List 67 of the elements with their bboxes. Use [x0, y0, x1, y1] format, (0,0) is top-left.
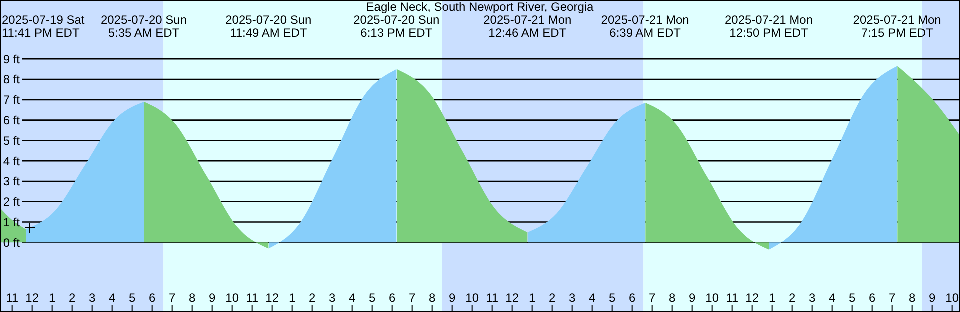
annotation: 2025-07-21 Mon 12:50 PM EDT — [724, 13, 814, 40]
x-tick-label: 12 — [506, 291, 520, 305]
x-tick-label: 9 — [208, 291, 216, 305]
x-tick-label: 7 — [168, 291, 176, 305]
x-tick-label: 3 — [328, 291, 336, 305]
y-tick-label: 3 ft — [3, 174, 21, 189]
y-tick-label: 5 ft — [3, 134, 21, 148]
x-tick-label: 11 — [246, 291, 259, 305]
x-tick-label: 7 — [888, 291, 896, 305]
x-tick-label: 1 — [48, 291, 56, 305]
x-tick-label: 2 — [68, 291, 76, 305]
x-tick-label: 9 — [928, 291, 936, 305]
x-tick-label: 11 — [6, 291, 19, 305]
y-tick-label: 2 ft — [3, 195, 21, 210]
x-tick-label: 2 — [548, 291, 556, 305]
x-tick-label: 8 — [188, 291, 196, 305]
x-tick-label: 3 — [568, 291, 576, 305]
x-tick-label: 12 — [26, 291, 40, 305]
x-tick-label: 7 — [408, 291, 416, 305]
annotation: 2025-07-19 Sat 11:41 PM EDT — [2, 13, 86, 40]
x-tick-label: 6 — [148, 291, 156, 305]
x-tick-label: 7 — [648, 291, 656, 305]
x-tick-label: 5 — [848, 291, 856, 305]
x-tick-label: 10 — [466, 291, 480, 305]
x-tick-label: 4 — [108, 291, 116, 305]
x-tick-label: 6 — [628, 291, 636, 305]
y-tick-label: 4 ft — [3, 154, 21, 168]
x-tick-label: 6 — [868, 291, 876, 305]
y-tick-label: 9 ft — [3, 52, 21, 66]
y-tick-label: 0 ft — [3, 236, 21, 250]
x-tick-label: 4 — [588, 291, 596, 305]
y-tick-label: 7 ft — [3, 93, 21, 108]
x-tick-label: 3 — [808, 291, 816, 305]
x-tick-label: 11 — [726, 291, 739, 305]
x-tick-label: 5 — [368, 291, 376, 305]
x-tick-label: 3 — [88, 291, 96, 305]
annotation: 2025-07-20 Sun 6:13 PM EDT — [354, 13, 440, 40]
x-tick-label: 1 — [528, 291, 536, 305]
x-tick-label: 8 — [668, 291, 676, 305]
x-tick-label: 12 — [266, 291, 280, 305]
y-tick-label: 1 ft — [3, 215, 21, 230]
x-tick-label: 10 — [226, 291, 240, 305]
x-tick-label: 8 — [908, 291, 916, 305]
x-tick-label: 8 — [428, 291, 436, 305]
chart-title: Eagle Neck, South Newport River, Georgia — [366, 0, 594, 14]
x-tick-label: 1 — [768, 291, 776, 305]
x-tick-label: 4 — [348, 291, 356, 305]
annotation: 2025-07-21 Mon 12:46 AM EDT — [484, 13, 572, 40]
x-tick-label: 6 — [388, 291, 396, 305]
x-tick-label: 9 — [448, 291, 456, 305]
y-tick-label: 8 ft — [3, 72, 21, 87]
annotation: 2025-07-21 Mon 7:15 PM EDT — [853, 13, 942, 40]
annotation: 2025-07-21 Mon 6:39 AM EDT — [601, 13, 690, 40]
annotation: 2025-07-20 Sun 11:49 AM EDT — [226, 13, 312, 40]
x-tick-label: 2 — [788, 291, 796, 305]
x-tick-label: 5 — [608, 291, 616, 305]
x-tick-label: 10 — [706, 291, 720, 305]
x-tick-label: 9 — [688, 291, 696, 305]
x-tick-label: 2 — [308, 291, 316, 305]
x-tick-label: 11 — [486, 291, 499, 305]
annotation: 2025-07-20 Sun 5:35 AM EDT — [100, 13, 188, 40]
x-tick-label: 5 — [128, 291, 136, 305]
x-tick-label: 1 — [288, 291, 296, 305]
x-tick-label: 10 — [946, 291, 960, 305]
x-tick-label: 4 — [828, 291, 836, 305]
y-tick-label: 6 ft — [3, 114, 21, 128]
x-tick-label: 12 — [746, 291, 760, 305]
